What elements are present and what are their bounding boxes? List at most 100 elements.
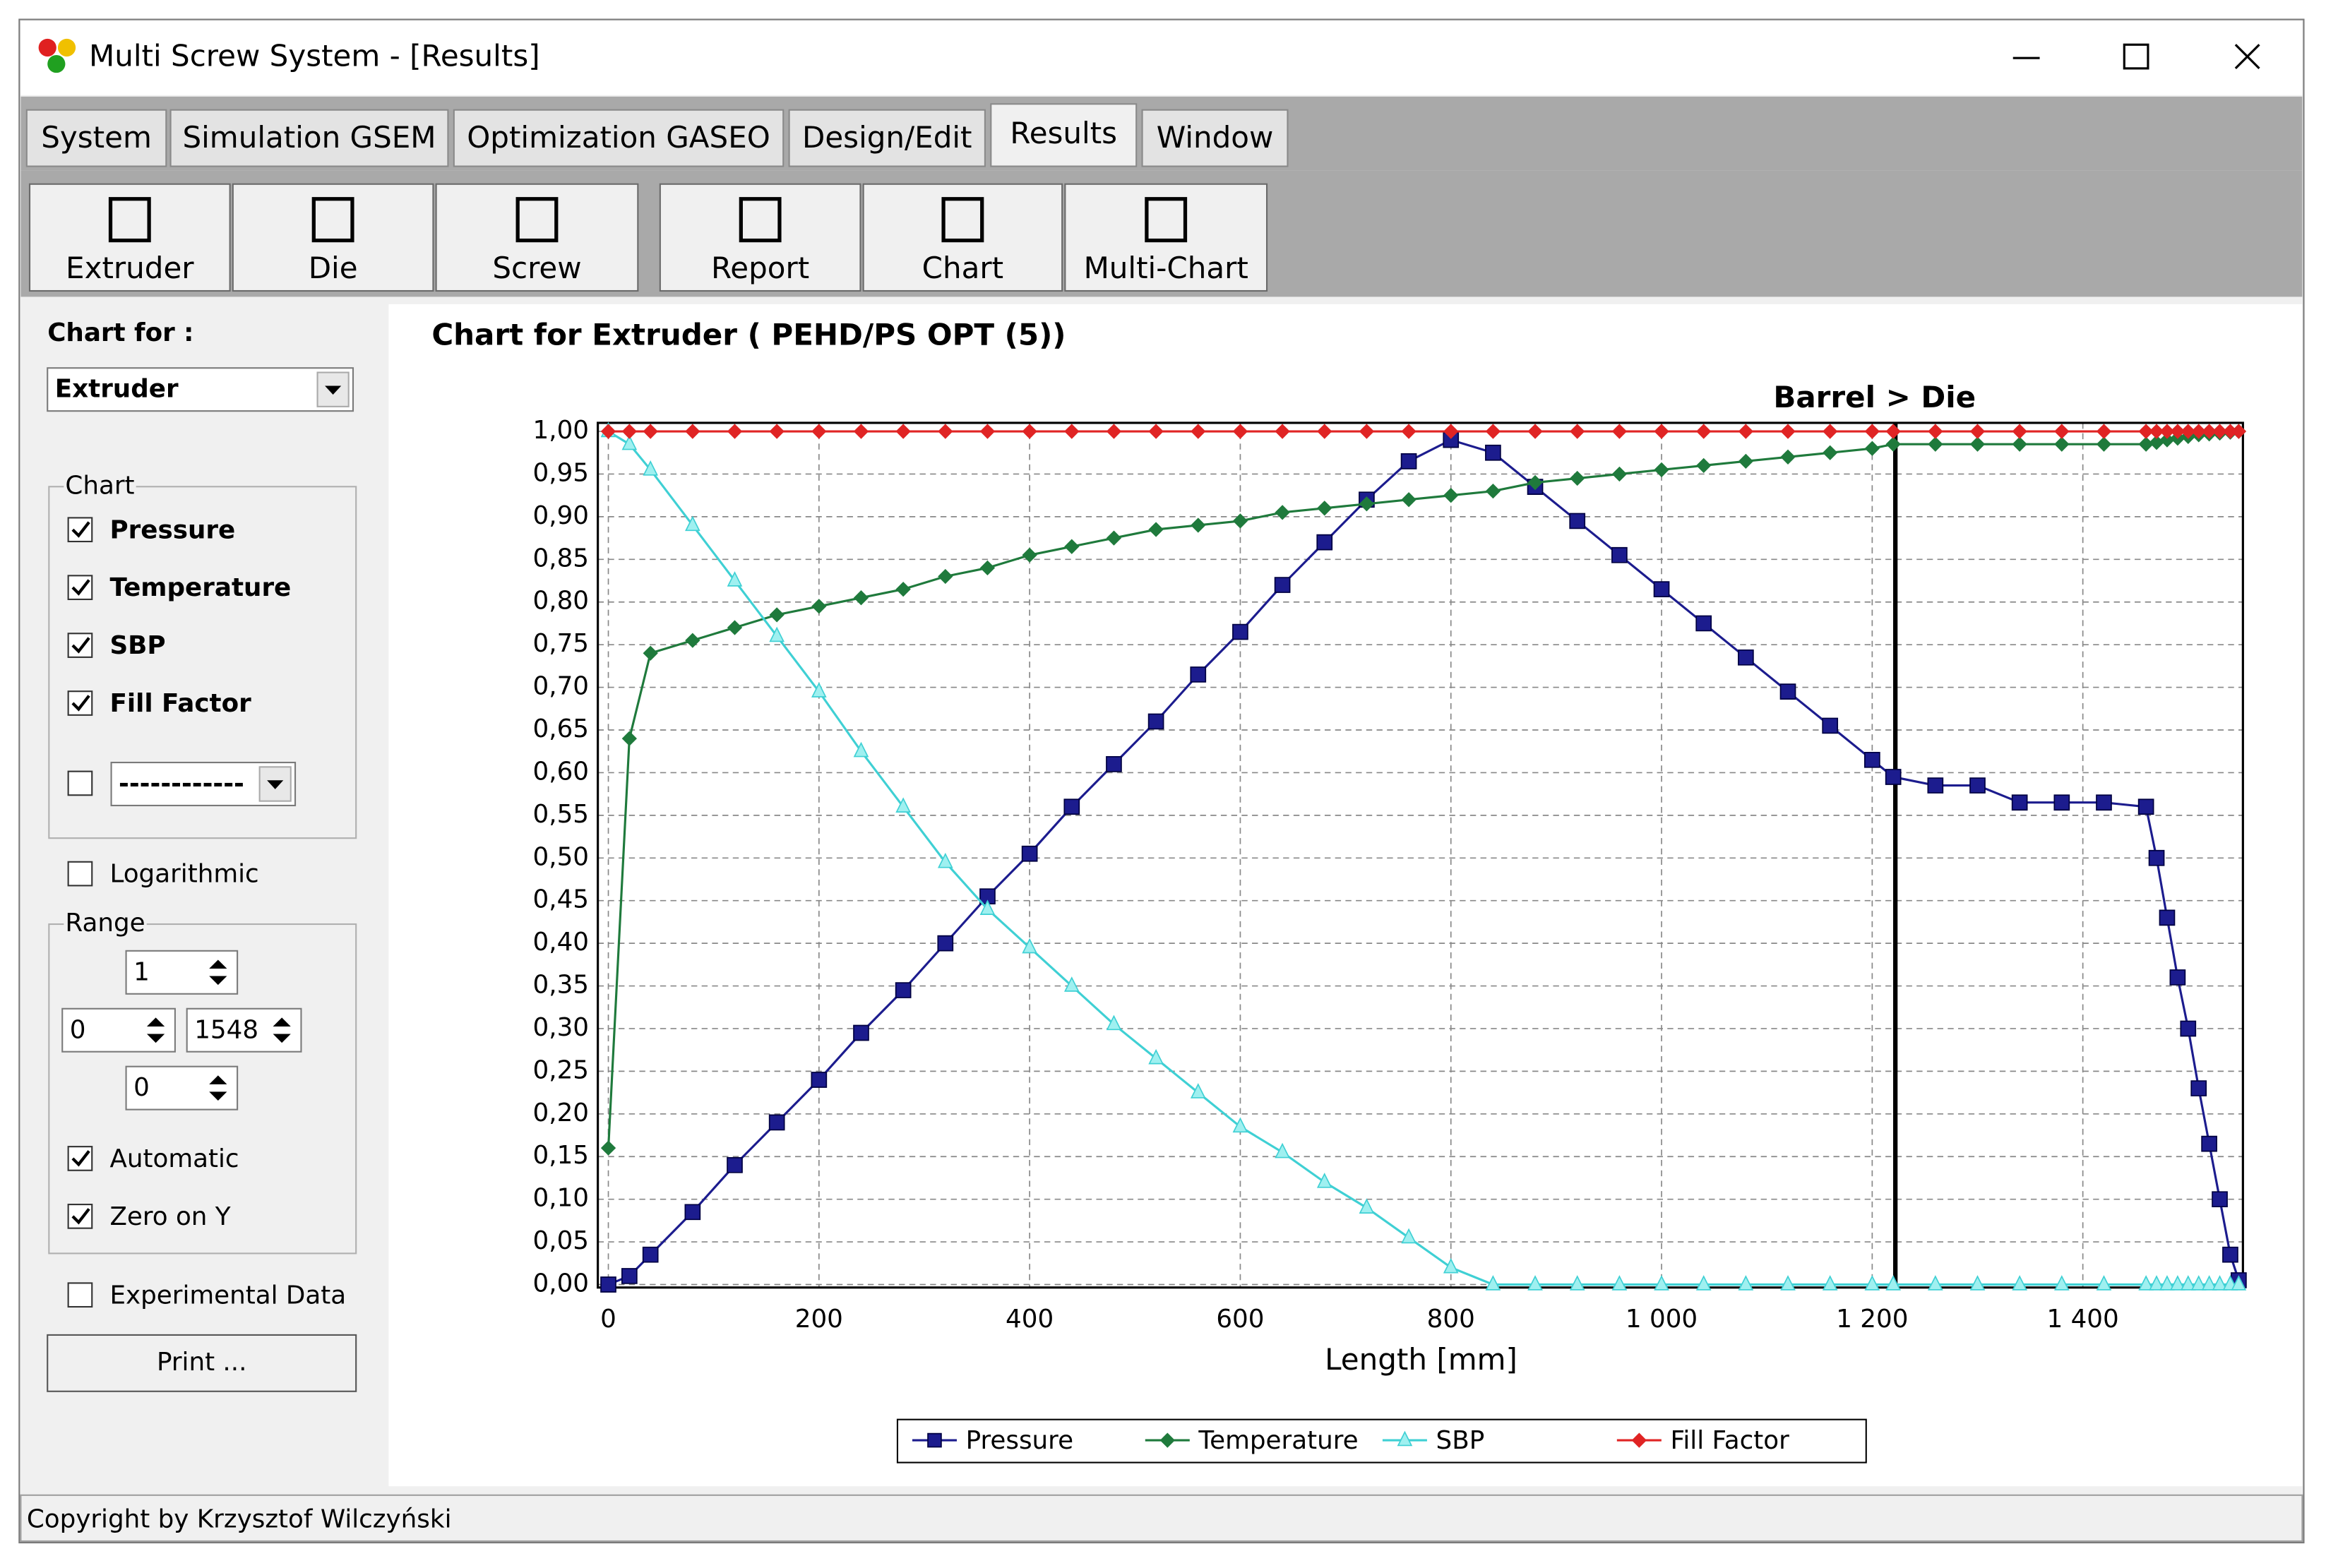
tab-label: Simulation GSEM xyxy=(182,120,436,155)
tab[interactable] xyxy=(788,109,986,167)
legend-label: Pressure xyxy=(966,1426,1073,1455)
checkbox[interactable] xyxy=(67,1204,93,1229)
data-point xyxy=(2212,424,2228,439)
checkbox[interactable] xyxy=(67,690,93,716)
checkbox-label: Pressure xyxy=(109,515,235,544)
data-point xyxy=(979,899,996,915)
checkbox[interactable] xyxy=(67,861,93,887)
legend-marker xyxy=(1159,1432,1175,1448)
data-point xyxy=(2212,1191,2228,1208)
data-point xyxy=(1969,1275,1986,1291)
data-point xyxy=(1148,1048,1164,1065)
data-point xyxy=(1611,546,1628,563)
checkbox[interactable] xyxy=(67,1146,93,1171)
checkmark xyxy=(71,579,90,596)
group-label-bg xyxy=(64,909,147,938)
checkbox[interactable] xyxy=(67,1282,93,1308)
y-tick-label: 0,15 xyxy=(533,1141,590,1170)
y-tick-label: 0,10 xyxy=(533,1184,590,1213)
group-box xyxy=(48,923,357,1255)
chart-for-combo[interactable] xyxy=(47,367,354,412)
data-point xyxy=(2159,1275,2175,1291)
group-box xyxy=(48,486,357,839)
toolbar-button[interactable] xyxy=(659,183,861,292)
data-point xyxy=(2190,1275,2207,1291)
data-point xyxy=(979,888,996,905)
data-point xyxy=(1611,1275,1628,1291)
checkbox-label: Zero on Y xyxy=(109,1202,230,1231)
data-point xyxy=(1063,976,1080,992)
tab[interactable] xyxy=(453,109,785,167)
data-point xyxy=(1738,649,1754,666)
checkbox[interactable] xyxy=(67,575,93,601)
toolbar-button[interactable] xyxy=(232,183,434,292)
legend-marker xyxy=(1397,1430,1413,1447)
data-point xyxy=(895,581,911,597)
toolbar-button[interactable] xyxy=(1064,183,1268,292)
data-point xyxy=(1738,1275,1754,1291)
tab[interactable] xyxy=(169,109,449,167)
data-point xyxy=(1359,424,1375,439)
y-tick-label: 0,90 xyxy=(533,501,590,530)
spin-arrows xyxy=(209,1075,227,1101)
checkbox-label: SBP xyxy=(109,631,165,660)
data-point xyxy=(1927,777,1944,794)
data-point xyxy=(1443,424,1459,439)
y-tick-label: 0,45 xyxy=(533,885,590,914)
toolbar-label: Extruder xyxy=(66,251,194,285)
toolbar-button[interactable] xyxy=(435,183,639,292)
toolbar-button[interactable] xyxy=(862,183,1063,292)
tab[interactable] xyxy=(25,109,167,167)
data-point xyxy=(1864,424,1880,439)
data-point xyxy=(1885,1275,1901,1291)
spin-arrows xyxy=(146,1017,165,1043)
data-point xyxy=(1527,1275,1543,1291)
y-tick-label: 1,00 xyxy=(533,416,590,445)
data-point xyxy=(1779,683,1796,700)
data-point xyxy=(979,560,996,576)
print-button-label: Print ... xyxy=(157,1348,247,1377)
data-point xyxy=(1022,424,1037,439)
tab-label: Results xyxy=(1010,116,1117,150)
checkmark xyxy=(71,637,90,654)
data-point xyxy=(937,852,953,868)
data-point xyxy=(1696,457,1712,474)
data-point xyxy=(727,571,743,587)
data-point xyxy=(853,424,869,439)
tab[interactable] xyxy=(1141,109,1289,167)
checkbox[interactable] xyxy=(67,770,93,796)
data-point xyxy=(727,1156,743,1173)
legend-label: SBP xyxy=(1436,1426,1485,1455)
toolbar-button[interactable] xyxy=(28,183,231,292)
spin-value: 1548 xyxy=(194,1015,258,1044)
checkbox[interactable] xyxy=(67,517,93,543)
spin-box[interactable] xyxy=(125,1065,239,1111)
spin-box[interactable] xyxy=(61,1007,176,1053)
spin-box[interactable] xyxy=(125,950,239,995)
data-point xyxy=(2012,436,2027,452)
data-point xyxy=(769,607,785,623)
tab-label: System xyxy=(41,120,152,155)
data-point xyxy=(1654,424,1669,439)
spin-arrows xyxy=(209,959,227,986)
print-button[interactable] xyxy=(47,1334,357,1392)
window-title: Multi Screw System - [Results] xyxy=(89,39,540,73)
data-point xyxy=(937,935,954,952)
chart-title: Chart for Extruder ( PEHD/PS OPT (5)) xyxy=(431,318,1066,352)
button-icon xyxy=(515,197,559,243)
y-tick-label: 0,75 xyxy=(533,629,590,658)
data-point xyxy=(1569,513,1586,529)
x-tick-label: 800 xyxy=(1427,1305,1475,1334)
close-button[interactable] xyxy=(2234,44,2260,69)
tab[interactable] xyxy=(990,103,1138,167)
button-icon xyxy=(311,197,354,243)
maximize-button[interactable] xyxy=(2123,43,2149,70)
spin-box[interactable] xyxy=(186,1007,302,1053)
data-point xyxy=(1191,517,1206,533)
data-point xyxy=(2054,436,2070,452)
data-point xyxy=(1570,470,1585,486)
checkbox[interactable] xyxy=(67,633,93,658)
x-tick-label: 1 400 xyxy=(2047,1305,2119,1334)
data-point xyxy=(1148,522,1164,537)
